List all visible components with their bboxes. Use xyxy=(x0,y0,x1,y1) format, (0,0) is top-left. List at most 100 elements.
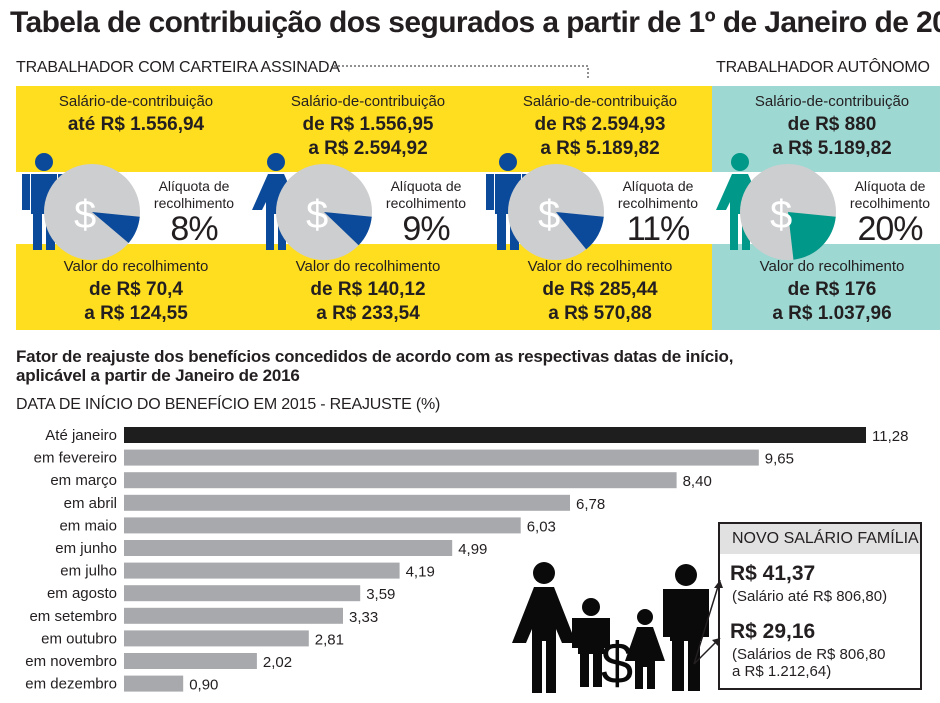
bar xyxy=(124,607,343,624)
bar-value-label: 6,03 xyxy=(527,518,556,535)
rate-pie-chart: $ xyxy=(276,164,372,260)
bar-value-label: 2,81 xyxy=(315,631,344,648)
rate-label-line1: Alíquota de xyxy=(158,178,230,194)
dollar-icon: $ xyxy=(74,193,96,237)
salario-familia-title: NOVO SALÁRIO FAMÍLIA xyxy=(732,530,919,547)
bar-value-label: 9,65 xyxy=(765,451,794,468)
salario-familia-value-2: R$ 29,16 xyxy=(730,620,816,643)
bar xyxy=(124,472,677,489)
rate-pie-chart: $ xyxy=(740,164,836,260)
rate-label-line2: recolhimento xyxy=(849,195,931,211)
bar-value-label: 4,19 xyxy=(406,564,435,581)
category-label: em outubro xyxy=(41,630,117,647)
salario-familia-header: NOVO SALÁRIO FAMÍLIA xyxy=(720,524,920,554)
rate-label-line2: recolhimento xyxy=(153,195,235,211)
dollar-icon: $ xyxy=(538,193,560,237)
rate-slice xyxy=(556,212,604,250)
category-label: em julho xyxy=(60,563,117,580)
dollar-icon: $ xyxy=(306,193,328,237)
rate-label: Alíquota de recolhimento xyxy=(602,178,714,212)
salario-familia-box: NOVO SALÁRIO FAMÍLIA R$ 41,37 (Salário a… xyxy=(718,522,922,690)
bar xyxy=(124,630,309,647)
contribution-card-3: Salário-de-contribuição de R$ 2.594,93 a R… xyxy=(480,86,720,330)
category-label: em agosto xyxy=(47,585,117,602)
salario-familia-note-2-line1: (Salários de R$ 806,80 xyxy=(732,646,886,663)
bar-value-label: 11,28 xyxy=(872,428,908,445)
chart-title: DATA DE INÍCIO DO BENEFÍCIO EM 2015 - RE… xyxy=(16,396,441,413)
group-connector-line xyxy=(331,65,589,80)
bar-value-label: 3,33 xyxy=(349,609,378,626)
bar-value-label: 3,59 xyxy=(366,586,395,603)
value-line-1: de R$ 70,4 xyxy=(89,279,183,300)
reajuste-bar-chart: Até janeiro 11,28 em fevereiro 9,65 em março… xyxy=(25,427,908,694)
salary-line-1: até R$ 1.556,94 xyxy=(67,114,205,135)
salario-familia-note-2-line2: a R$ 1.212,64) xyxy=(732,663,832,680)
rate-label: Alíquota de recolhimento xyxy=(370,178,482,212)
value-label: Valor do recolhimento xyxy=(63,258,209,275)
value-line-1: de R$ 140,12 xyxy=(310,279,426,300)
self-employed-group-heading: TRABALHADOR AUTÔNOMO xyxy=(716,59,930,76)
salario-familia-value-1: R$ 41,37 xyxy=(730,562,816,585)
reajuste-title-line2: aplicável a partir de Janeiro de 2016 xyxy=(16,366,300,385)
value-line-2: a R$ 1.037,96 xyxy=(772,303,892,324)
category-label: em maio xyxy=(59,517,117,534)
rate-value: 9% xyxy=(402,210,450,248)
value-label: Valor do recolhimento xyxy=(295,258,441,275)
rate-pie-chart: $ xyxy=(508,164,604,260)
salary-label: Salário-de-contribuição xyxy=(58,93,214,110)
bar-value-label: 4,99 xyxy=(458,541,487,558)
bar xyxy=(124,653,257,669)
rate-slice xyxy=(92,212,140,244)
reajuste-section-title: Fator de reajuste dos benefícios concedi… xyxy=(16,347,733,385)
main-title: Tabela de contribuição dos segurados a p… xyxy=(10,6,940,39)
rate-label-line1: Alíquota de xyxy=(390,178,462,194)
category-label: em dezembro xyxy=(25,676,117,693)
rate-label-line1: Alíquota de xyxy=(854,178,926,194)
rate-value: 8% xyxy=(170,210,218,248)
bar xyxy=(124,427,866,443)
salary-line-2: a R$ 5.189,82 xyxy=(772,138,892,159)
value-label: Valor do recolhimento xyxy=(527,258,673,275)
category-label: Até janeiro xyxy=(45,427,117,444)
contribution-card-1: Salário-de-contribuição até R$ 1.556,94 $ A… xyxy=(16,86,256,330)
family-icon: $ xyxy=(512,562,709,695)
category-label: em abril xyxy=(64,495,117,512)
salary-line-1: de R$ 2.594,93 xyxy=(534,114,666,135)
rate-slice xyxy=(788,212,836,260)
value-line-1: de R$ 285,44 xyxy=(542,279,658,300)
rate-label: Alíquota de recolhimento xyxy=(834,178,940,212)
contribution-card-2: Salário-de-contribuição de R$ 1.556,95 a R… xyxy=(248,86,488,330)
salary-label: Salário-de-contribuição xyxy=(522,93,678,110)
rate-label-line2: recolhimento xyxy=(617,195,699,211)
bar xyxy=(124,540,453,556)
salary-line-2: a R$ 2.594,92 xyxy=(308,138,428,159)
salary-line-2: a R$ 5.189,82 xyxy=(540,138,660,159)
rate-label-line1: Alíquota de xyxy=(622,178,694,194)
rate-value: 11% xyxy=(626,210,691,248)
reajuste-title-line1: Fator de reajuste dos benefícios concedi… xyxy=(16,347,734,366)
contribution-card-autonomo: Salário-de-contribuição de R$ 880 a R$ 5.1… xyxy=(712,86,940,330)
bar xyxy=(124,494,570,511)
salary-label: Salário-de-contribuição xyxy=(754,93,910,110)
salario-familia-note-1: (Salário até R$ 806,80) xyxy=(732,588,888,605)
salary-line-1: de R$ 1.556,95 xyxy=(302,114,434,135)
salary-label: Salário-de-contribuição xyxy=(290,93,446,110)
value-line-2: a R$ 124,55 xyxy=(84,303,188,324)
bar xyxy=(124,517,521,534)
category-label: em setembro xyxy=(29,608,117,625)
category-label: em fevereiro xyxy=(34,450,117,467)
bar xyxy=(124,562,400,579)
rate-label: Alíquota de recolhimento xyxy=(138,178,250,212)
value-label: Valor do recolhimento xyxy=(759,258,905,275)
salario-familia-note-2: (Salários de R$ 806,80 a R$ 1.212,64) xyxy=(732,646,885,680)
family-pointer-arrows xyxy=(693,579,723,665)
bar-value-label: 6,78 xyxy=(576,496,605,513)
dollar-icon: $ xyxy=(770,193,792,237)
value-line-2: a R$ 233,54 xyxy=(316,303,420,324)
bar xyxy=(124,585,361,602)
category-label: em novembro xyxy=(25,653,117,670)
bar xyxy=(124,675,184,692)
value-line-2: a R$ 570,88 xyxy=(548,303,652,324)
bar-value-label: 8,40 xyxy=(683,473,712,490)
bar-value-label: 2,02 xyxy=(263,654,292,671)
